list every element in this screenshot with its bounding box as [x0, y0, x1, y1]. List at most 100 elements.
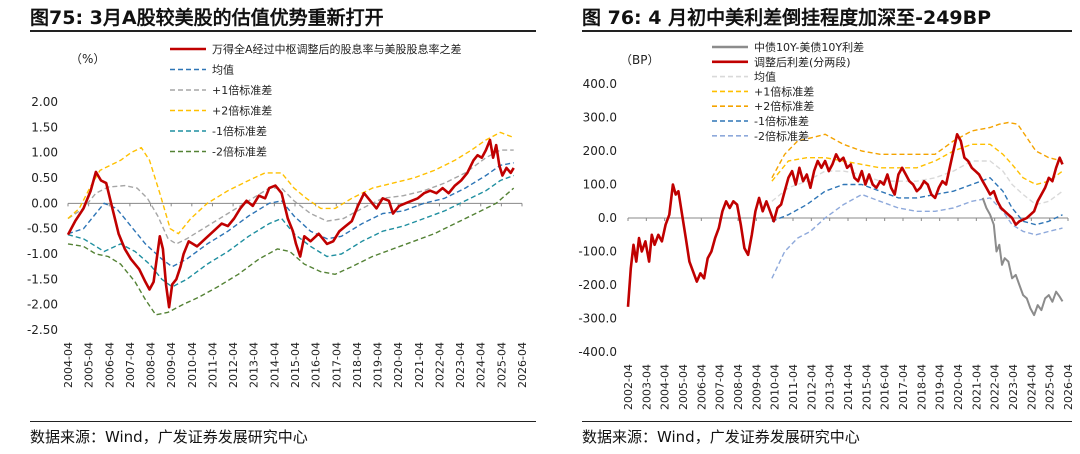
right-ytick-label: -200.0	[578, 278, 617, 292]
left-ytick-label: -0.50	[27, 222, 58, 236]
left-legend-label-3: +2倍标准差	[212, 104, 272, 118]
left-series-line-3	[67, 131, 514, 235]
source-note-left: 数据来源：Wind，广发证券发展研究中心	[30, 428, 308, 446]
right-xtick-label: 2010-04	[769, 364, 782, 410]
left-series-line-5	[67, 187, 515, 316]
right-ytick-label: -100.0	[578, 245, 617, 259]
left-legend-label-0: 万得全A经过中枢调整后的股息率与美股股息率之差	[212, 42, 462, 56]
left-ytick-label: -2.00	[27, 298, 58, 312]
right-legend-label-0: 中债10Y-美债10Y利差	[754, 40, 864, 54]
right-xtick-label: 2005-04	[677, 364, 690, 410]
right-xtick-label: 2011-04	[787, 364, 800, 410]
right-series-line-1	[626, 133, 1064, 307]
left-xtick-label: 2017-04	[330, 342, 343, 388]
left-xtick-label: 2008-04	[145, 342, 158, 388]
left-xtick-label: 2006-04	[103, 342, 116, 388]
left-xtick-label: 2023-04	[454, 342, 467, 388]
left-legend-label-1: 均值	[212, 64, 234, 77]
left-ytick-label: 0.50	[31, 171, 58, 185]
left-xtick-label: 2010-04	[186, 342, 199, 388]
left-xtick-label: 2025-04	[495, 342, 508, 388]
left-xtick-label: 2019-04	[372, 342, 385, 388]
right-xtick-label: 2017-04	[897, 364, 910, 410]
right-xtick-label: 2019-04	[934, 364, 947, 410]
left-ytick-label: 0.00	[31, 196, 58, 210]
right-xtick-label: 2025-04	[1044, 364, 1057, 410]
right-xtick-label: 2014-04	[842, 364, 855, 410]
right-legend-label-2: 均值	[754, 71, 776, 84]
right-unit-label: （BP）	[620, 53, 659, 67]
right-legend-label-4: +2倍标准差	[754, 99, 814, 113]
right-xtick-label: 2009-04	[750, 364, 763, 410]
left-xtick-label: 2021-04	[413, 342, 426, 388]
chart-title-left: 图75: 3月A股较美股的估值优势重新打开	[30, 7, 384, 29]
right-xtick-label: 2002-04	[622, 364, 635, 410]
source-note-right: 数据来源：Wind，广发证券发展研究中心	[582, 428, 860, 446]
right-xtick-label: 2022-04	[989, 364, 1002, 410]
right-xtick-label: 2007-04	[714, 364, 727, 410]
left-legend-label-2: +1倍标准差	[212, 83, 272, 97]
left-unit-label: （%）	[70, 52, 105, 66]
right-series-line-4	[771, 121, 1063, 179]
left-ytick-label: -2.50	[27, 323, 58, 337]
left-ytick-label: 1.00	[31, 146, 58, 160]
left-xtick-label: 2013-04	[248, 342, 261, 388]
left-legend-label-4: -1倍标准差	[212, 124, 267, 138]
right-xtick-label: 2008-04	[732, 364, 745, 410]
left-xtick-label: 2011-04	[206, 342, 219, 388]
left-series-line-4	[67, 174, 514, 288]
right-xtick-label: 2024-04	[1025, 364, 1038, 410]
right-xtick-label: 2015-04	[860, 364, 873, 410]
left-xtick-label: 2016-04	[310, 342, 323, 388]
chart-title-right: 图 76: 4 月初中美利差倒挂程度加深至-249BP	[582, 7, 992, 29]
right-legend-label-3: +1倍标准差	[754, 84, 814, 98]
right-series-line-3	[771, 143, 1063, 186]
right-ytick-label: -400.0	[578, 345, 617, 359]
right-ytick-label: 400.0	[583, 77, 617, 91]
right-ytick-label: 100.0	[583, 178, 617, 192]
right-xtick-label: 2006-04	[695, 364, 708, 410]
right-legend-label-6: -2倍标准差	[754, 129, 809, 143]
bottom-rule-left	[30, 421, 536, 422]
right-xtick-label: 2021-04	[970, 364, 983, 410]
right-xtick-label: 2023-04	[1007, 364, 1020, 410]
left-xtick-label: 2018-04	[351, 342, 364, 388]
right-legend-label-5: -1倍标准差	[754, 114, 809, 128]
right-xtick-label: 2026-04	[1062, 364, 1075, 410]
right-ytick-label: 0.0	[598, 211, 617, 225]
left-xtick-label: 2012-04	[227, 342, 240, 388]
right-series-line-6	[771, 193, 1063, 279]
left-series-line-1	[67, 162, 514, 268]
right-ytick-label: 300.0	[583, 111, 617, 125]
title-rule-right	[582, 30, 1072, 32]
left-xtick-label: 2004-04	[62, 342, 75, 388]
right-xtick-label: 2020-04	[952, 364, 965, 410]
left-xtick-label: 2009-04	[165, 342, 178, 388]
right-ytick-label: 200.0	[583, 144, 617, 158]
right-xtick-label: 2016-04	[879, 364, 892, 410]
left-xtick-label: 2020-04	[392, 342, 405, 388]
left-xtick-label: 2026-04	[516, 342, 529, 388]
right-ytick-label: -300.0	[578, 312, 617, 326]
left-ytick-label: 1.50	[31, 120, 58, 134]
left-xtick-label: 2007-04	[124, 342, 137, 388]
left-series-line-0	[66, 138, 515, 309]
right-xtick-label: 2013-04	[824, 364, 837, 410]
left-xtick-label: 2022-04	[433, 342, 446, 388]
left-ytick-label: 2.00	[31, 95, 58, 109]
left-ytick-label: -1.50	[27, 272, 58, 286]
right-xtick-label: 2012-04	[805, 364, 818, 410]
left-ytick-label: -1.00	[27, 247, 58, 261]
right-legend-label-1: 调整后利差(分两段)	[754, 55, 851, 69]
right-series-line-0	[981, 197, 1064, 317]
right-xtick-label: 2004-04	[659, 364, 672, 410]
left-legend-label-5: -2倍标准差	[212, 145, 267, 159]
right-xtick-label: 2003-04	[640, 364, 653, 410]
left-xtick-label: 2005-04	[83, 342, 96, 388]
left-xtick-label: 2014-04	[268, 342, 281, 388]
right-xtick-label: 2018-04	[915, 364, 928, 410]
title-rule-left	[30, 30, 536, 32]
bottom-rule-right	[582, 421, 1072, 422]
left-xtick-label: 2015-04	[289, 342, 302, 388]
